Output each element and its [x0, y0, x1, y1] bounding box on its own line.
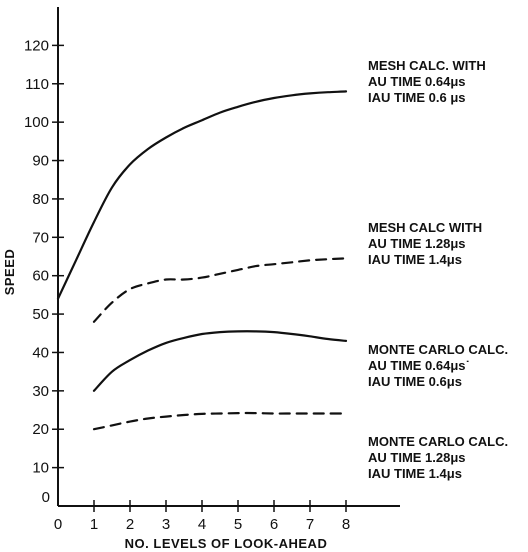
y-tick-label: 60: [32, 268, 49, 285]
y-tick-label: 120: [24, 37, 49, 54]
y-tick-label: 30: [32, 383, 49, 400]
x-tick-label: 7: [306, 516, 314, 533]
y-tick-label: 20: [32, 421, 49, 438]
annotation-line: IAU TIME 0.6 μs: [368, 90, 466, 105]
annotation-3: MONTE CARLO CALC.AU TIME 0.64μs˙IAU TIME…: [368, 342, 508, 389]
y-tick-label: 90: [32, 153, 49, 170]
y-tick-label: 40: [32, 344, 49, 361]
y-tick-label: 0: [42, 489, 50, 506]
annotation-line: AU TIME 1.28μs: [368, 236, 466, 251]
x-tick-label: 0: [54, 516, 62, 533]
axes: 0 10 20 30 40 50 60 70 80 90 100 110 120 0 1 2 3 4 5 6 7 8: [24, 7, 400, 533]
y-axis-title: SPEED: [2, 249, 17, 296]
annotation-line: IAU TIME 1.4μs: [368, 466, 462, 481]
series-line-2: [92, 257, 348, 323]
series-line-1: [56, 90, 348, 300]
x-tick-label: 1: [90, 516, 98, 533]
annotation-line: AU TIME 0.64μs: [368, 74, 466, 89]
y-tick-label: 100: [24, 114, 49, 131]
x-tick-label: 3: [162, 516, 170, 533]
series-layer: [56, 90, 348, 431]
y-tick-label: 110: [25, 76, 49, 93]
y-tick-label: 80: [32, 191, 49, 208]
y-tick-label: 10: [32, 460, 49, 477]
annotation-line: IAU TIME 1.4μs: [368, 252, 462, 267]
annotation-line: AU TIME 1.28μs: [368, 450, 466, 465]
series-line-4: [92, 411, 348, 431]
annotation-line: MONTE CARLO CALC.: [368, 434, 508, 449]
x-tick-label: 8: [342, 516, 350, 533]
annotation-line: MESH CALC. WITH: [368, 58, 486, 73]
annotation-line: MONTE CARLO CALC.: [368, 342, 508, 357]
annotation-line: MESH CALC WITH: [368, 220, 482, 235]
annotation-line: AU TIME 0.64μs˙: [368, 358, 470, 373]
x-tick-label: 4: [198, 516, 206, 533]
annotation-line: IAU TIME 0.6μs: [368, 374, 462, 389]
series-line-3: [92, 330, 348, 392]
y-tick-label: 70: [32, 229, 49, 246]
x-tick-label: 2: [126, 516, 134, 533]
x-axis-title: NO. LEVELS OF LOOK-AHEAD: [125, 536, 328, 551]
x-tick-label: 5: [234, 516, 242, 533]
x-tick-label: 6: [270, 516, 278, 533]
y-tick-label: 50: [32, 306, 49, 323]
